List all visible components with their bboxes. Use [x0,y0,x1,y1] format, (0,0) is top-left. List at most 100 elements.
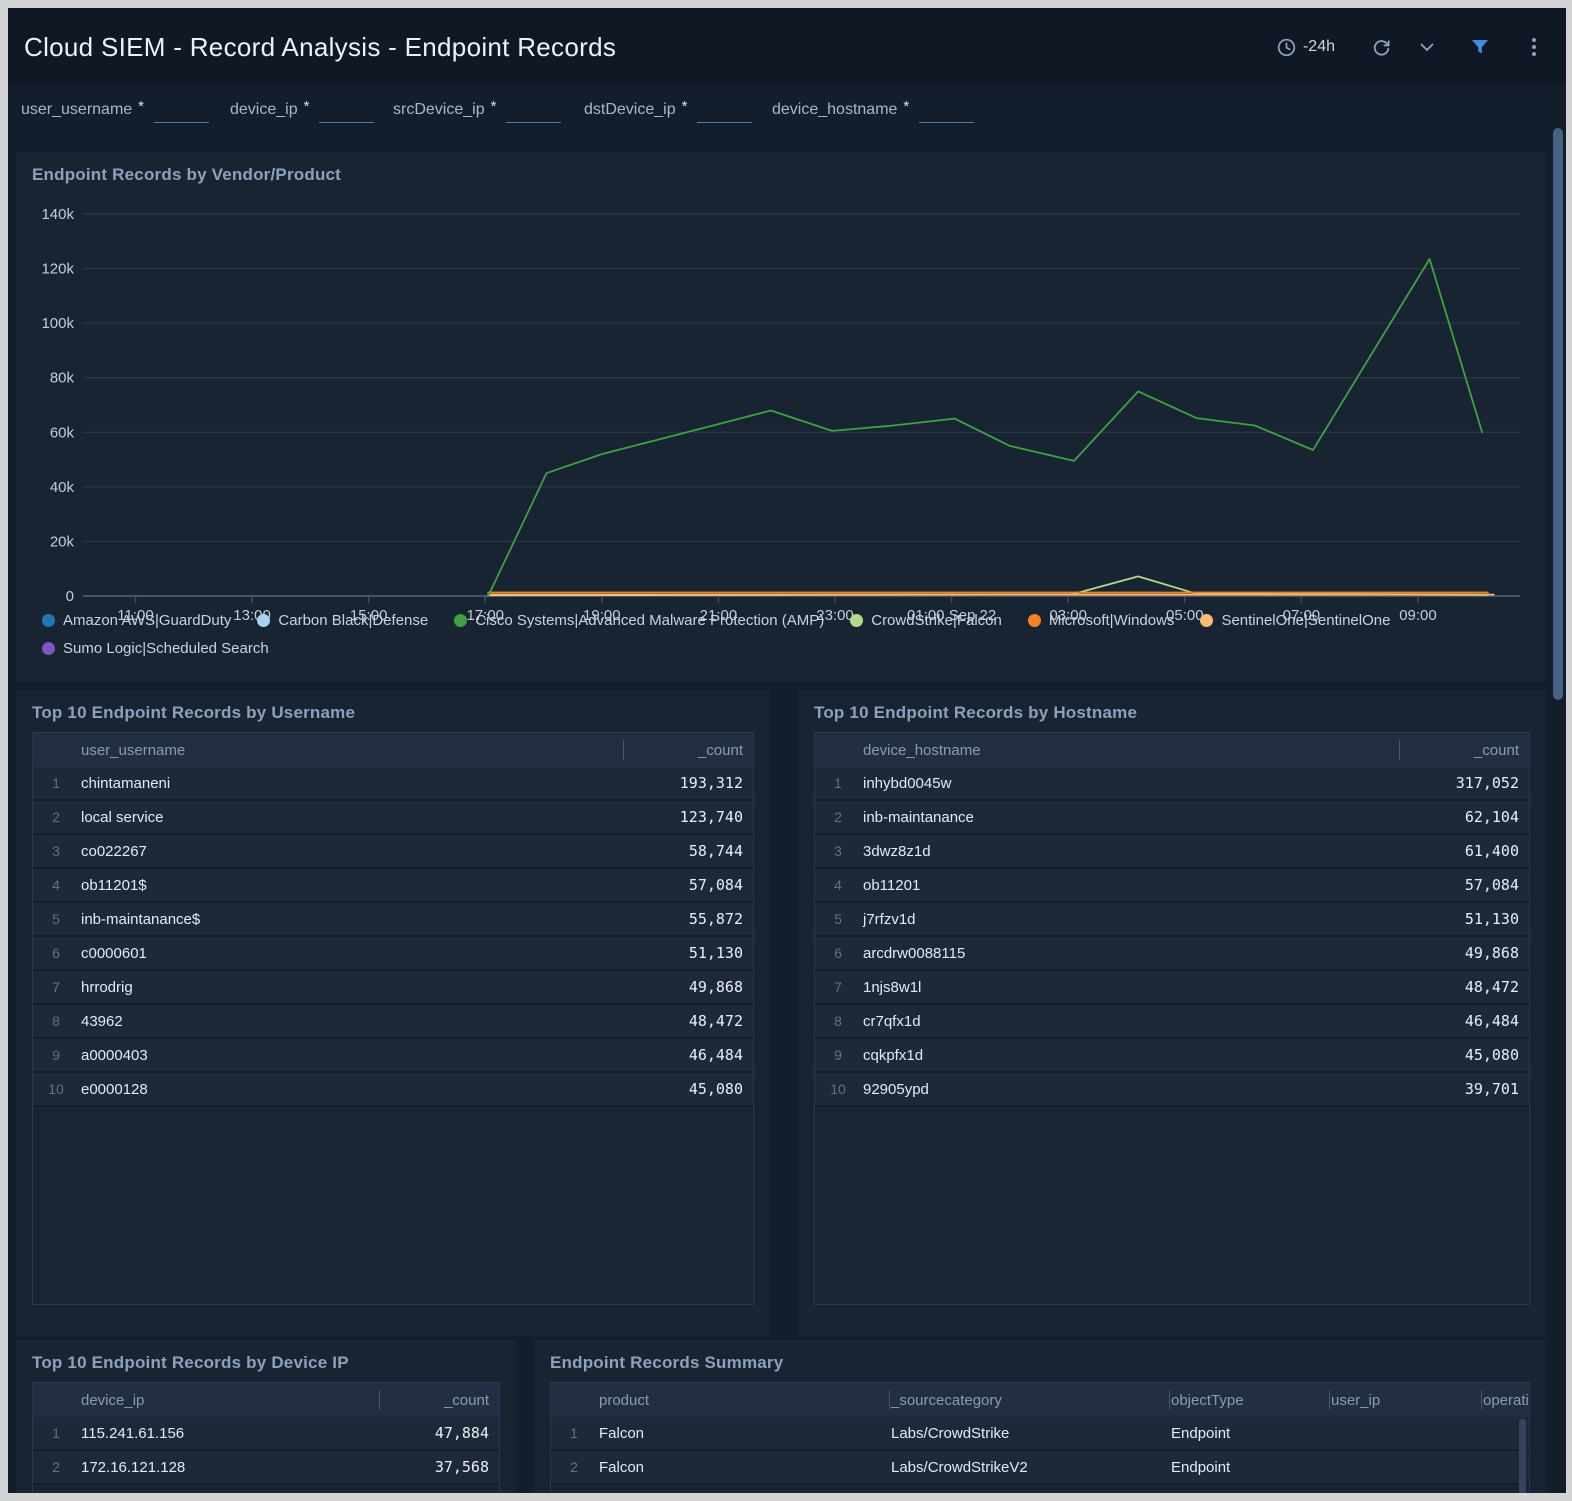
table-row[interactable]: 2 inb-maintanance 62,104 [815,801,1529,835]
table-row[interactable]: 2 local service 123,740 [33,801,753,835]
row-rank: 7 [52,979,60,995]
chevron-down-icon[interactable] [1420,43,1434,52]
filter-label: user_username [21,101,133,118]
row-rank: 8 [834,1013,842,1029]
table-row[interactable]: 1 Falcon Labs/CrowdStrike Endpoint [551,1417,1529,1451]
column-header[interactable]: user_ip [1329,1383,1481,1417]
x-axis-tick-label: 19:00 [583,607,621,624]
panel-title: Top 10 Endpoint Records by Hostname [814,703,1138,722]
row-name: inb-maintanance$ [81,910,201,928]
table-row[interactable]: 1 inhybd0045w 317,052 [815,767,1529,801]
column-header[interactable]: user_username [81,741,186,759]
legend-dot-icon [257,614,271,627]
table-row[interactable]: 3 3dwz8z1d 61,400 [815,835,1529,869]
device-ip-filter-input[interactable] [319,99,375,123]
row-count: 47,884 [434,1424,489,1442]
filter-dstdevice-ip: dstDevice_ip * [584,98,753,127]
row-name: 1njs8w1l [863,978,922,996]
legend-item[interactable]: SentinelOne|SentinelOne [1200,612,1390,629]
row-count: 39,701 [1464,1080,1519,1098]
row-cell: Falcon [599,1424,645,1442]
page-scrollbar[interactable] [1553,128,1563,700]
table-row[interactable]: 1 chintamaneni 193,312 [33,767,753,801]
row-cell: Endpoint [1171,1458,1231,1476]
row-cell: Labs/CrowdStrike [891,1424,1010,1442]
device-hostname-filter-input[interactable] [919,99,975,123]
legend-item[interactable]: CrowdStrike|Falcon [850,612,1002,629]
table-row[interactable]: 7 1njs8w1l 48,472 [815,971,1529,1005]
legend-label: Microsoft|Windows [1048,612,1175,629]
column-header[interactable]: _sourcecategory [889,1383,1169,1417]
column-header[interactable]: device_hostname [863,741,981,759]
legend-item[interactable]: Carbon Black|Defense [257,612,428,629]
table-row[interactable]: 9 a0000403 46,484 [33,1039,753,1073]
column-header[interactable]: objectType [1169,1383,1329,1417]
column-header[interactable]: _count [379,1383,499,1417]
legend-item[interactable]: Amazon AWS|GuardDuty [42,612,231,629]
table-row[interactable]: 6 arcdrw0088115 49,868 [815,937,1529,971]
device-ip-table: device_ip _count 1 115.241.61.156 47,884 2 1… [32,1382,500,1493]
legend-dot-icon [1027,614,1041,627]
filter-label: srcDevice_ip [393,101,485,118]
row-name: 3dwz8z1d [863,842,931,860]
x-axis-tick-label: 09:00 [1399,607,1437,624]
user-username-filter-input[interactable] [154,99,210,123]
table-row[interactable]: 10 e0000128 45,080 [33,1073,753,1107]
table-row[interactable]: 3 co022267 58,744 [33,835,753,869]
dstdevice-ip-filter-input[interactable] [697,99,753,123]
required-marker: * [138,98,145,115]
legend-label: Amazon AWS|GuardDuty [63,612,232,629]
legend-item[interactable]: Microsoft|Windows [1027,612,1175,629]
row-count: 193,312 [679,774,743,792]
row-count: 61,400 [1464,842,1519,860]
column-header[interactable]: _count [623,733,753,767]
y-axis-tick-label: 40k [50,479,75,496]
table-row[interactable]: 2 172.16.121.128 37,568 [33,1451,499,1485]
refresh-icon[interactable] [1371,37,1392,58]
row-name: e0000128 [81,1080,148,1098]
legend-item[interactable]: Cisco Systems|Advanced Malware Protectio… [454,612,824,629]
summary-table-scrollbar[interactable] [1519,1419,1526,1493]
row-name: 172.16.121.128 [81,1458,186,1476]
table-row[interactable]: 1 115.241.61.156 47,884 [33,1417,499,1451]
row-rank: 3 [834,843,842,859]
table-row[interactable]: 8 43962 48,472 [33,1005,753,1039]
row-rank: 9 [52,1047,60,1063]
table-row[interactable]: 9 cqkpfx1d 45,080 [815,1039,1529,1073]
table-header: product _sourcecategory objectType user_… [551,1383,1529,1417]
panel-top10-device-ip: Top 10 Endpoint Records by Device IP dev… [16,1340,516,1493]
table-row[interactable]: 8 cr7qfx1d 46,484 [815,1005,1529,1039]
row-rank: 7 [834,979,842,995]
row-name: c0000601 [81,944,147,962]
kebab-menu-icon[interactable] [1526,36,1542,58]
rank-column-header [815,733,861,767]
row-count: 55,872 [688,910,743,928]
column-header[interactable]: device_ip [81,1391,145,1409]
filter-icon[interactable] [1470,37,1490,57]
time-range-button[interactable]: -24h [1277,38,1335,57]
filter-label: dstDevice_ip [584,101,676,118]
table-body: 1 inhybd0045w 317,052 2 inb-maintanance 62,10… [815,767,1529,1107]
table-row[interactable]: 5 inb-maintanance$ 55,872 [33,903,753,937]
required-marker: * [490,98,497,115]
column-header[interactable]: product [599,1391,650,1409]
table-row[interactable]: 4 ob11201$ 57,084 [33,869,753,903]
row-rank: 2 [570,1459,578,1475]
table-row[interactable]: 7 hrrodrig 49,868 [33,971,753,1005]
column-header[interactable]: _count [1399,733,1529,767]
table-row[interactable]: 10 92905ypd 39,701 [815,1073,1529,1107]
column-header[interactable]: operation [1481,1383,1529,1417]
row-rank: 6 [52,945,60,961]
row-rank: 10 [48,1081,64,1097]
table-row[interactable]: 5 j7rfzv1d 51,130 [815,903,1529,937]
row-count: 46,484 [1464,1012,1519,1030]
table-row[interactable]: 4 ob11201 57,084 [815,869,1529,903]
table-row[interactable]: 2 Falcon Labs/CrowdStrikeV2 Endpoint [551,1451,1529,1485]
legend-item[interactable]: Sumo Logic|Scheduled Search [42,640,269,657]
y-axis-tick-label: 80k [50,370,75,387]
row-count: 51,130 [688,944,743,962]
srcdevice-ip-filter-input[interactable] [506,99,562,123]
y-axis-tick-label: 0 [66,588,74,605]
table-row[interactable]: 6 c0000601 51,130 [33,937,753,971]
